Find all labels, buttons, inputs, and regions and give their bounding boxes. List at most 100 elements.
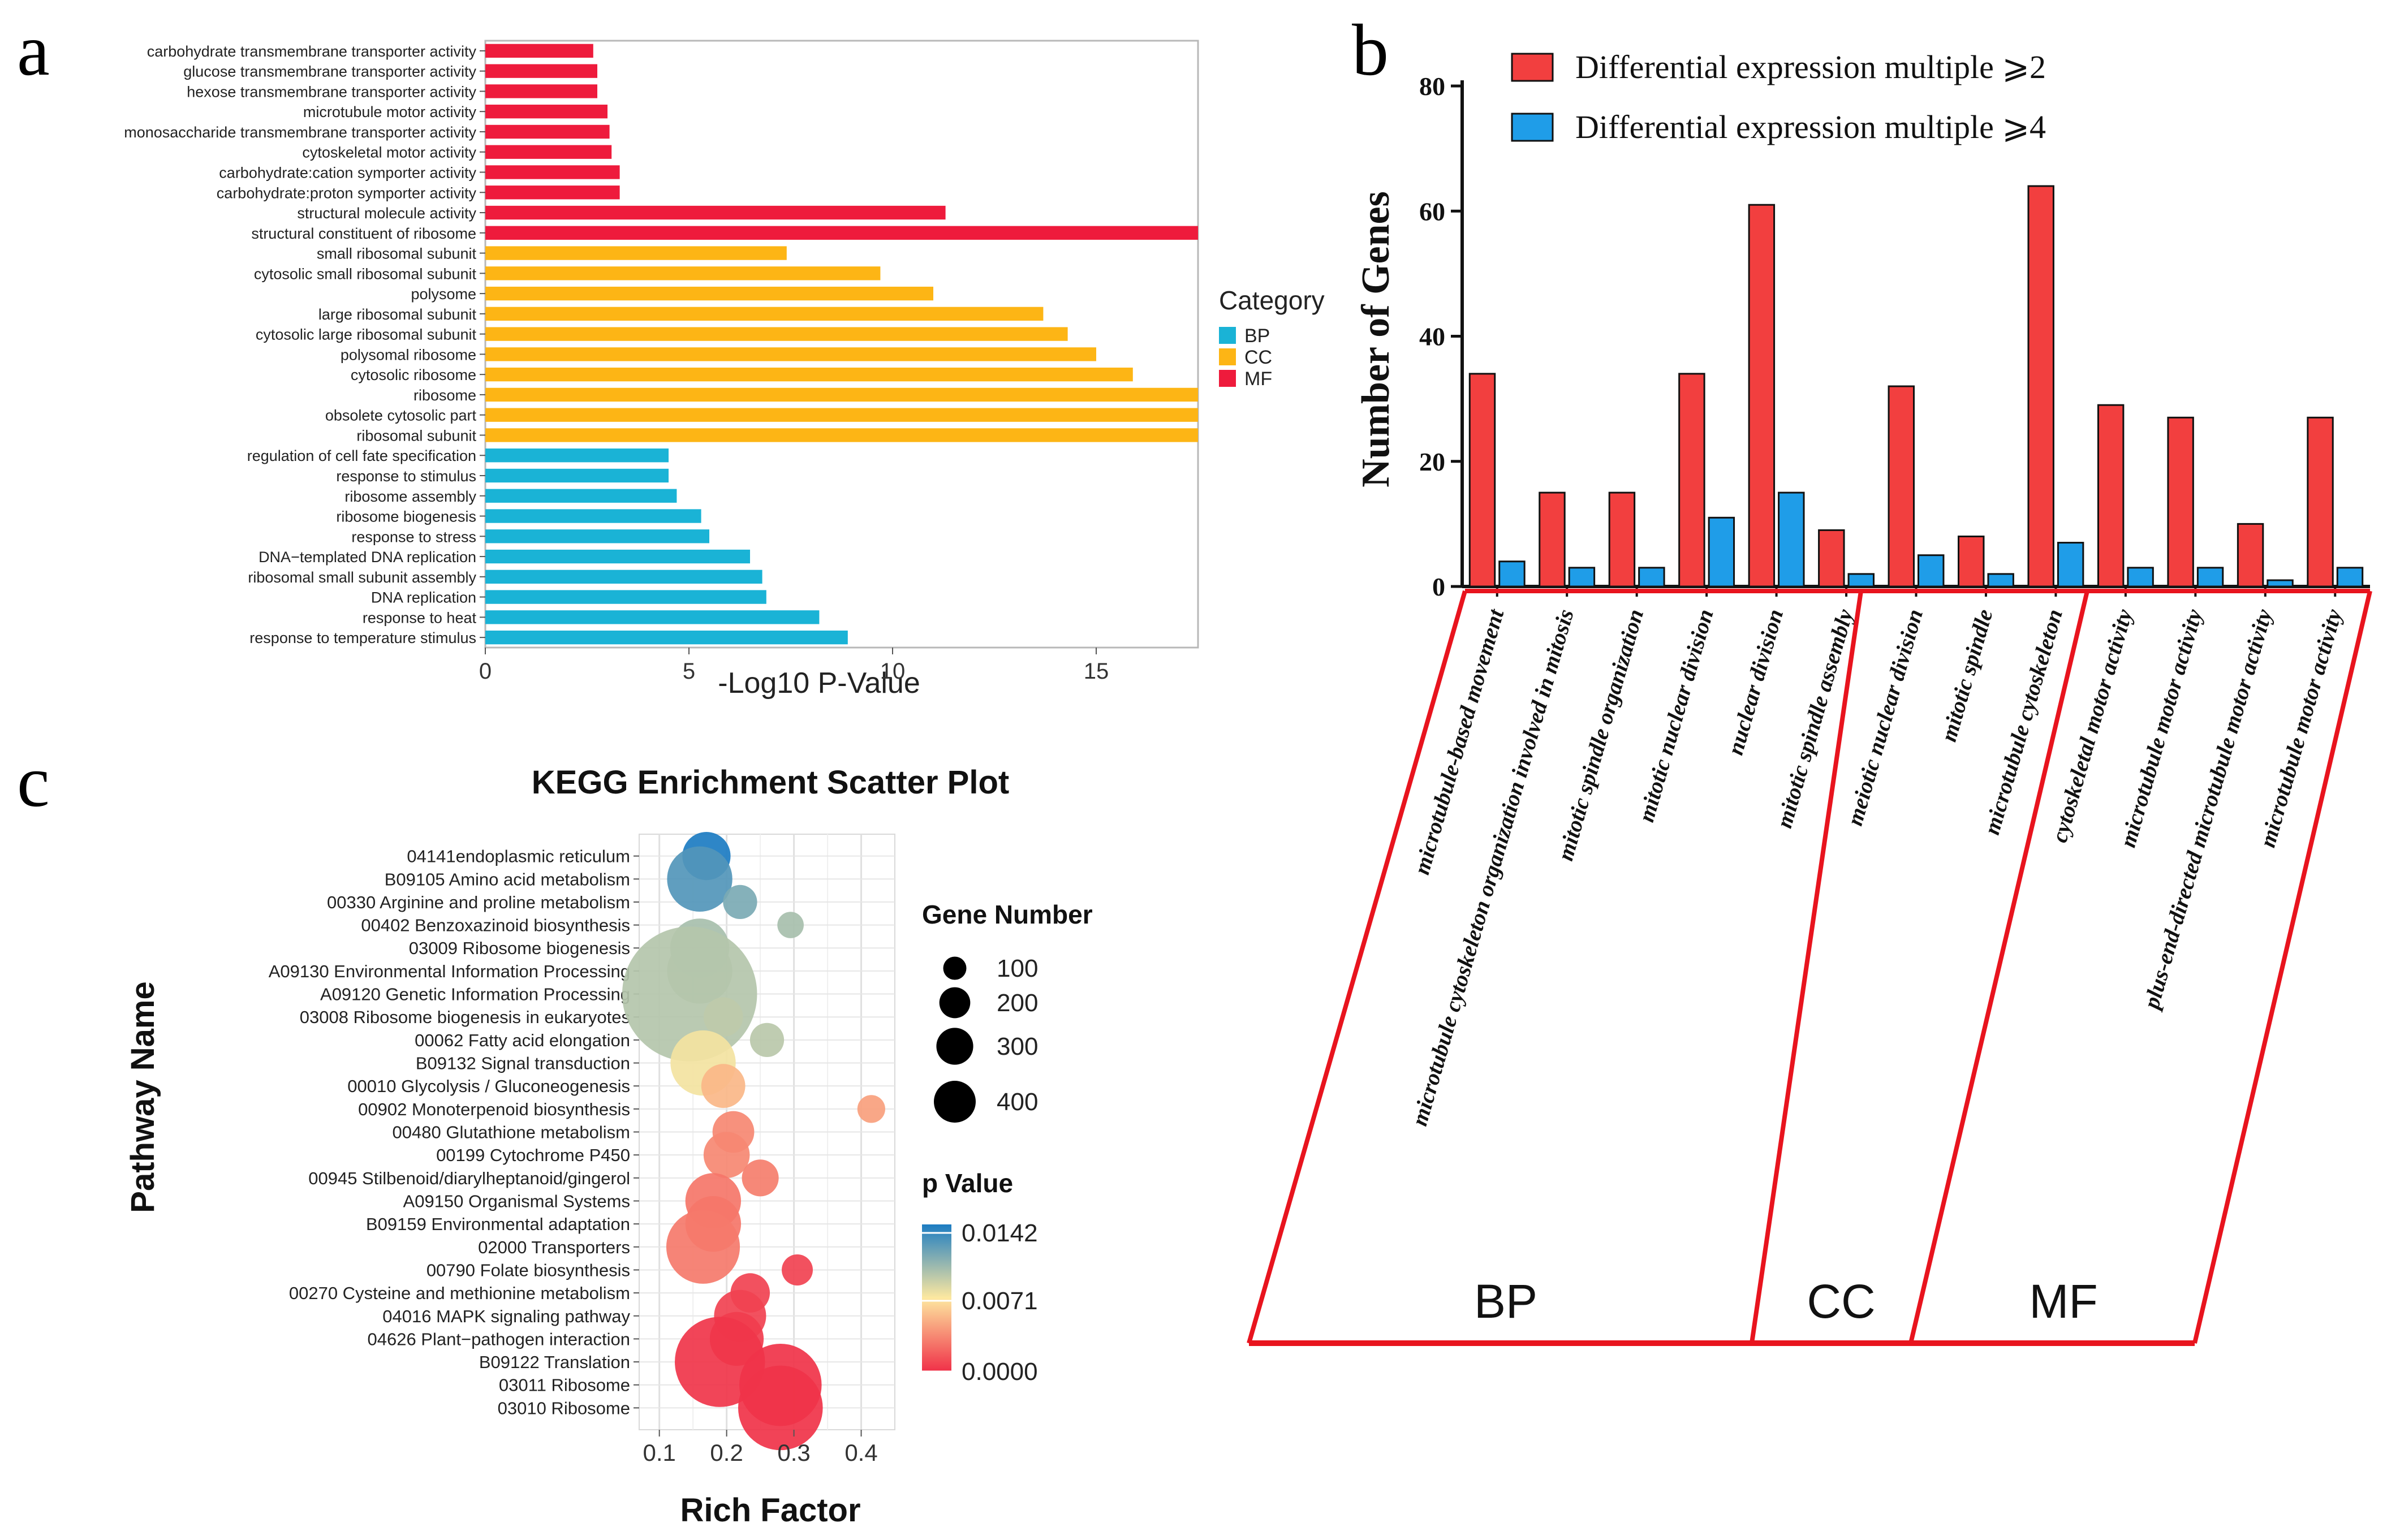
a-bar-label: response to stress xyxy=(351,528,476,545)
b-bar xyxy=(1778,491,1805,588)
c-x-tick-label: 0.2 xyxy=(710,1439,743,1466)
a-bar-label: DNA−templated DNA replication xyxy=(258,549,476,566)
c-pathway-label: 00199 Cytochrome P450 xyxy=(436,1145,630,1165)
c-pathway-label: 00902 Monoterpenoid biosynthesis xyxy=(358,1099,630,1119)
b-bar xyxy=(2336,567,2364,588)
a-bar-label: cytosolic small ribosomal subunit xyxy=(254,265,477,282)
c-color-legend-title: p Value xyxy=(922,1168,1013,1198)
a-bar-label: cytoskeletal motor activity xyxy=(302,144,476,161)
c-x-tick-label: 0.4 xyxy=(845,1439,877,1466)
a-bar xyxy=(485,44,593,58)
b-legend-swatch xyxy=(1511,53,1554,82)
a-bar xyxy=(485,468,669,483)
c-size-legend-label: 100 xyxy=(997,955,1038,982)
a-bar-label: ribosome assembly xyxy=(344,488,476,505)
a-bar-label: ribosome biogenesis xyxy=(336,508,476,525)
c-scatter-point xyxy=(749,1023,785,1057)
c-scatter-point xyxy=(701,1064,746,1108)
c-pathway-label: B09132 Signal transduction xyxy=(416,1054,630,1073)
c-scatter-point xyxy=(667,846,733,912)
a-bar xyxy=(485,448,669,463)
c-pathway-label: 00010 Glycolysis / Gluconeogenesis xyxy=(347,1076,630,1096)
c-size-legend-dot xyxy=(943,956,967,980)
a-bar xyxy=(485,266,881,281)
a-bar xyxy=(485,590,766,604)
b-category-label: microtubule cytoskeleton xyxy=(1979,606,2067,838)
a-bar-label: ribosomal subunit xyxy=(356,427,476,444)
c-pathway-label: 00270 Cysteine and methionine metabolism xyxy=(289,1283,630,1303)
a-bar xyxy=(485,630,848,645)
b-group-label: CC xyxy=(1807,1275,1875,1328)
a-bar xyxy=(485,529,709,543)
c-pathway-label: 03009 Ribosome biogenesis xyxy=(409,938,630,958)
a-x-axis-label: -Log10 P-Value xyxy=(718,667,920,700)
c-x-axis-label: Rich Factor xyxy=(680,1492,860,1529)
b-bar xyxy=(1608,491,1636,588)
c-pathway-label: 00330 Arginine and proline metabolism xyxy=(327,892,630,912)
panel-label-c: c xyxy=(17,741,50,822)
b-bar xyxy=(1568,567,1596,588)
c-pathway-label: 04626 Plant−pathogen interaction xyxy=(367,1329,630,1349)
a-bar-label: carbohydrate transmembrane transporter a… xyxy=(147,43,477,60)
a-bar-label: small ribosomal subunit xyxy=(317,245,477,262)
b-category-label: mitotic spindle assembly xyxy=(1771,606,1858,831)
c-pathway-label: 00790 Folate biosynthesis xyxy=(426,1260,630,1280)
a-bar xyxy=(485,347,1096,361)
b-category-label: nuclear division xyxy=(1722,606,1788,758)
b-group-divider xyxy=(2192,590,2372,1344)
b-legend-label: Differential expression multiple ⩾4 xyxy=(1575,109,2046,145)
c-size-legend-title: Gene Number xyxy=(922,900,1093,929)
a-bar xyxy=(485,226,1198,240)
c-scatter-point xyxy=(742,1159,779,1197)
a-bar-label: ribosomal small subunit assembly xyxy=(248,569,476,586)
a-bar xyxy=(485,145,612,159)
a-bar xyxy=(485,186,620,200)
c-size-legend-dot xyxy=(939,987,971,1019)
a-bar xyxy=(485,246,787,260)
panel-c-kegg-scatter: KEGG Enrichment Scatter Plot Pathway Nam… xyxy=(124,764,1093,1529)
a-legend-swatch xyxy=(1219,348,1236,365)
b-group-border xyxy=(1247,590,1467,1344)
b-bar xyxy=(1638,567,1665,588)
a-bar-label: cytosolic large ribosomal subunit xyxy=(256,326,477,343)
b-group-label: MF xyxy=(2029,1275,2097,1328)
c-pathway-label: A09150 Organismal Systems xyxy=(403,1191,630,1211)
a-bar xyxy=(485,64,597,78)
c-scatter-point xyxy=(782,1254,813,1286)
a-bar-label: ribosome xyxy=(413,387,476,404)
c-pathway-label: A09130 Environmental Information Process… xyxy=(269,961,630,981)
c-pathway-label: 03011 Ribosome xyxy=(499,1375,630,1395)
a-bar-label: glucose transmembrane transporter activi… xyxy=(183,63,476,80)
panel-a-go-bar-chart: Category -Log10 P-Value carbohydrate tra… xyxy=(124,40,1325,700)
b-legend-label: Differential expression multiple ⩾2 xyxy=(1575,49,2046,85)
b-bar xyxy=(1748,204,1776,588)
c-scatter-point xyxy=(703,997,743,1037)
a-bar xyxy=(485,165,620,179)
a-legend-label: MF xyxy=(1244,368,1272,390)
a-bar-label: structural molecule activity xyxy=(297,205,476,222)
panel-b-gene-count-chart: Number of Genes Differential expression … xyxy=(1247,49,2372,1346)
b-bar xyxy=(2097,404,2125,588)
a-bar-label: cytosolic ribosome xyxy=(351,366,476,383)
c-pathway-label: B09105 Amino acid metabolism xyxy=(385,869,630,889)
a-bar-label: structural constituent of ribosome xyxy=(251,225,476,242)
panel-label-a: a xyxy=(17,10,50,91)
a-legend-label: CC xyxy=(1244,347,1272,368)
b-bar xyxy=(1708,516,1735,588)
a-bar xyxy=(485,367,1133,382)
a-bar-label: large ribosomal subunit xyxy=(318,306,477,323)
b-category-label: mitotic nuclear division xyxy=(1633,606,1718,825)
c-title: KEGG Enrichment Scatter Plot xyxy=(532,764,1009,801)
b-category-label: cytoskeletal motor activity xyxy=(2046,606,2138,846)
b-category-label: plus-end-directed microtubule motor acti… xyxy=(2138,606,2277,1013)
b-category-label: mitotic spindle xyxy=(1936,606,1998,744)
a-bar xyxy=(485,408,1198,422)
b-bar xyxy=(1958,536,1985,588)
a-bar xyxy=(485,509,701,523)
b-y-axis-label: Number of Genes xyxy=(1354,191,1398,488)
b-bar xyxy=(1498,560,1526,588)
c-pathway-label: 03008 Ribosome biogenesis in eukaryotes xyxy=(300,1007,630,1027)
b-bar xyxy=(2267,579,2294,588)
b-y-tick-label: 60 xyxy=(1419,197,1445,226)
panel-label-b: b xyxy=(1352,10,1389,91)
